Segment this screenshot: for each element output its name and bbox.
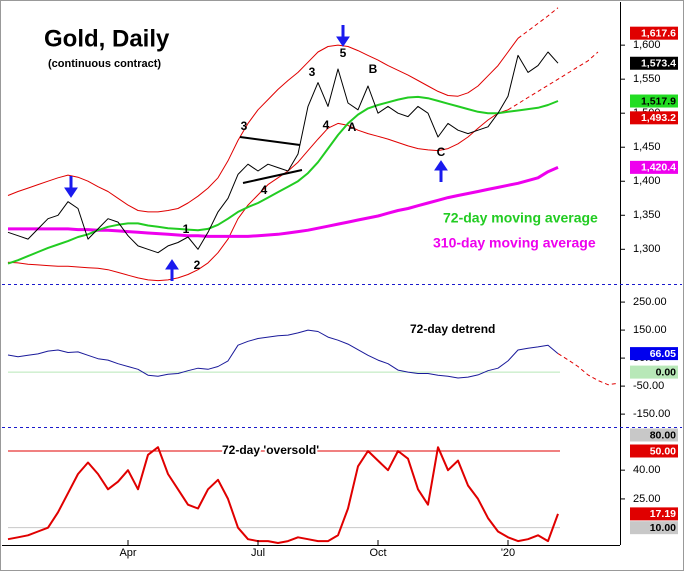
legend-label: 310-day moving average <box>433 235 596 251</box>
value-box <box>630 521 678 535</box>
y-tick-label: 1,400 <box>633 175 661 187</box>
y-tick-label: 1,350 <box>633 209 661 221</box>
y-tick-label: 40.00 <box>633 464 661 476</box>
series-line <box>7 446 559 544</box>
legend-label: 72-day moving average <box>443 210 598 226</box>
value-box-label: 1,517.9 <box>641 95 676 107</box>
value-box-label: 10.00 <box>650 522 676 534</box>
value-box <box>630 365 678 379</box>
value-box <box>630 428 678 442</box>
y-tick-label: 25.00 <box>633 493 661 505</box>
y-tick-label: 250.00 <box>633 296 667 308</box>
series-line <box>7 38 519 213</box>
annotation: 3 <box>241 119 248 133</box>
y-tick-label: -150.00 <box>633 408 670 420</box>
y-tick-label: 150.00 <box>633 324 667 336</box>
value-box <box>630 26 678 40</box>
annotation: 4 <box>323 118 330 132</box>
value-box <box>630 347 678 361</box>
value-box-label: 0.00 <box>656 366 677 378</box>
annotation: B <box>369 62 378 76</box>
value-box-label: 1,420.4 <box>641 162 676 174</box>
trendline <box>242 169 303 184</box>
trendline <box>239 136 301 146</box>
arrows <box>64 25 448 281</box>
panel-title: 72-day detrend <box>410 322 495 336</box>
x-tick-label: Jul <box>251 547 265 559</box>
chart-subtitle: (continuous contract) <box>48 58 161 70</box>
annotation: C <box>437 145 446 159</box>
value-box-label: 50.00 <box>650 445 676 457</box>
value-box <box>630 94 678 108</box>
series-line <box>7 51 559 254</box>
x-tick-label: '20 <box>501 547 515 559</box>
series-line <box>517 7 559 39</box>
value-box <box>630 160 678 174</box>
arrow-head <box>64 187 78 198</box>
series-line <box>7 329 559 379</box>
y-tick-label: 1,300 <box>633 243 661 255</box>
value-box-label: 1,573.4 <box>641 58 676 70</box>
series-line <box>7 109 509 282</box>
y-tick-label: -50.00 <box>633 380 664 392</box>
value-box-label: 17.19 <box>650 508 676 520</box>
x-tick-label: Oct <box>369 547 386 559</box>
y-tick-label: 1,600 <box>633 39 661 51</box>
panel-title: 72-day 'oversold' <box>222 443 319 457</box>
annotation: 3 <box>309 65 316 79</box>
plot: 1,3001,3501,4001,4501,5001,5501,6001,617… <box>7 7 678 559</box>
value-box-label: 80.00 <box>650 429 676 441</box>
arrow-head <box>165 259 179 270</box>
chart-title: Gold, Daily <box>44 25 170 52</box>
annotation: 5 <box>340 46 347 60</box>
value-box-label: 66.05 <box>650 348 676 360</box>
arrow-head <box>336 36 350 47</box>
annotation: A <box>348 120 357 134</box>
value-box <box>630 444 678 458</box>
y-tick-label: 1,550 <box>633 73 661 85</box>
value-box <box>630 507 678 521</box>
series-line <box>7 95 559 265</box>
value-box-label: 1,617.6 <box>641 27 676 39</box>
value-box <box>630 111 678 125</box>
series-line <box>507 51 599 111</box>
y-tick-label: 1,450 <box>633 141 661 153</box>
annotation: 2 <box>194 258 201 272</box>
series-line <box>557 353 619 386</box>
x-tick-label: Apr <box>119 547 136 559</box>
value-box-label: 1,493.2 <box>641 112 676 124</box>
arrow-head <box>434 160 448 171</box>
annotation: 4 <box>261 183 268 197</box>
value-box <box>630 56 678 70</box>
annotation: 1 <box>183 222 190 236</box>
